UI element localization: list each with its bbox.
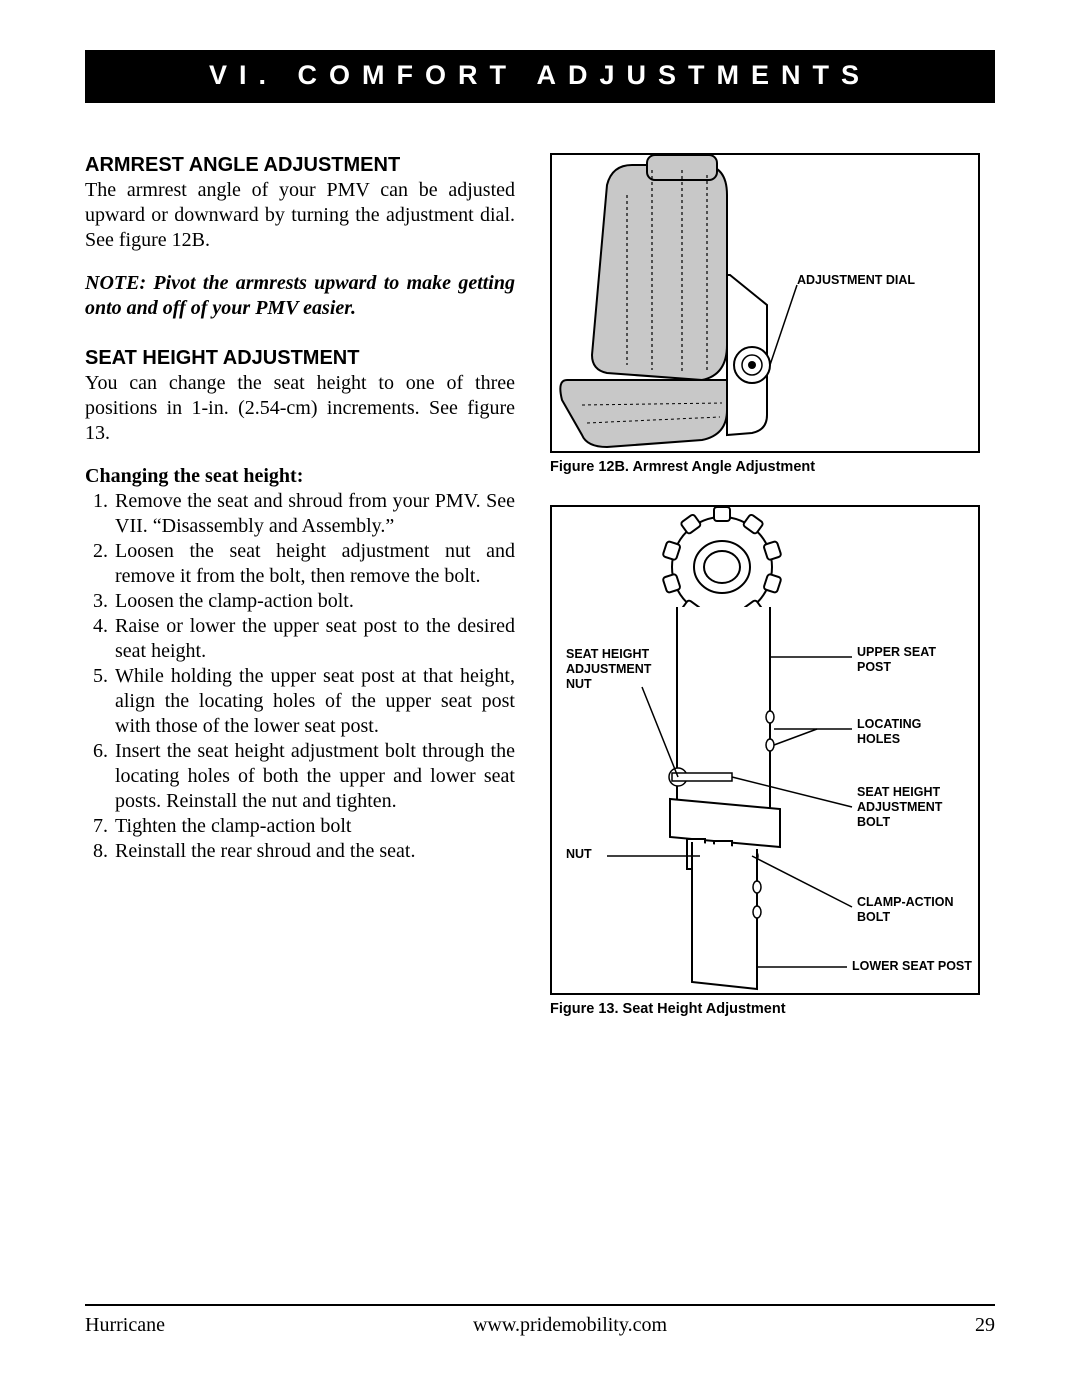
label-line: CLAMP-ACTION: [857, 895, 954, 909]
footer-rule: [85, 1304, 995, 1306]
label-line: NUT: [566, 677, 592, 691]
step-item: Loosen the seat height adjustment nut an…: [113, 539, 515, 589]
note-text: NOTE: Pivot the armrests upward to make …: [85, 271, 515, 321]
label-line: UPPER SEAT: [857, 645, 936, 659]
step-item: Raise or lower the upper seat post to th…: [113, 614, 515, 664]
label-adjustment-dial: ADJUSTMENT DIAL: [797, 273, 915, 288]
label-adjustment-bolt: SEAT HEIGHT ADJUSTMENT BOLT: [857, 785, 942, 830]
label-line: ADJUSTMENT: [566, 662, 651, 676]
step-item: Loosen the clamp-action bolt.: [113, 589, 515, 614]
label-line: SEAT HEIGHT: [857, 785, 940, 799]
armrest-heading: ARMREST ANGLE ADJUSTMENT: [85, 153, 515, 178]
label-seat-height-nut: SEAT HEIGHT ADJUSTMENT NUT: [566, 647, 651, 692]
label-line: LOCATING: [857, 717, 921, 731]
page: VI. COMFORT ADJUSTMENTS ARMREST ANGLE AD…: [0, 0, 1080, 1397]
label-upper-seat-post: UPPER SEAT POST: [857, 645, 936, 675]
label-lower-seat-post: LOWER SEAT POST: [852, 959, 972, 974]
text-column: ARMREST ANGLE ADJUSTMENT The armrest ang…: [85, 153, 515, 1047]
label-locating-holes: LOCATING HOLES: [857, 717, 921, 747]
figure-13-caption: Figure 13. Seat Height Adjustment: [550, 1001, 990, 1017]
seat-height-heading: SEAT HEIGHT ADJUSTMENT: [85, 346, 515, 371]
changing-subhead: Changing the seat height:: [85, 464, 515, 489]
label-clamp-action-bolt: CLAMP-ACTION BOLT: [857, 895, 954, 925]
footer-left: Hurricane: [85, 1314, 165, 1337]
step-item: Remove the seat and shroud from your PMV…: [113, 489, 515, 539]
steps-list: Remove the seat and shroud from your PMV…: [85, 489, 515, 864]
seat-height-body: You can change the seat height to one of…: [85, 371, 515, 446]
step-item: While holding the upper seat post at tha…: [113, 664, 515, 739]
footer-row: Hurricane www.pridemobility.com 29: [85, 1314, 995, 1337]
label-nut: NUT: [566, 847, 592, 862]
label-line: HOLES: [857, 732, 900, 746]
figure-column: ADJUSTMENT DIAL Figure 12B. Armrest Angl…: [550, 153, 990, 1047]
section-header: VI. COMFORT ADJUSTMENTS: [85, 50, 995, 103]
label-line: POST: [857, 660, 891, 674]
footer-right: 29: [975, 1314, 995, 1337]
armrest-body: The armrest angle of your PMV can be adj…: [85, 178, 515, 253]
two-column-layout: ARMREST ANGLE ADJUSTMENT The armrest ang…: [85, 153, 995, 1047]
figure-12b: ADJUSTMENT DIAL: [550, 153, 980, 453]
label-line: BOLT: [857, 910, 890, 924]
page-footer: Hurricane www.pridemobility.com 29: [85, 1304, 995, 1337]
footer-center: www.pridemobility.com: [473, 1314, 667, 1337]
label-line: BOLT: [857, 815, 890, 829]
figure-13: SEAT HEIGHT ADJUSTMENT NUT NUT UPPER SEA…: [550, 505, 980, 995]
step-item: Insert the seat height adjustment bolt t…: [113, 739, 515, 814]
label-line: SEAT HEIGHT: [566, 647, 649, 661]
step-item: Reinstall the rear shroud and the seat.: [113, 839, 515, 864]
step-item: Tighten the clamp-action bolt: [113, 814, 515, 839]
figure-12b-caption: Figure 12B. Armrest Angle Adjustment: [550, 459, 990, 475]
seat-illustration: [552, 155, 982, 455]
label-line: ADJUSTMENT: [857, 800, 942, 814]
